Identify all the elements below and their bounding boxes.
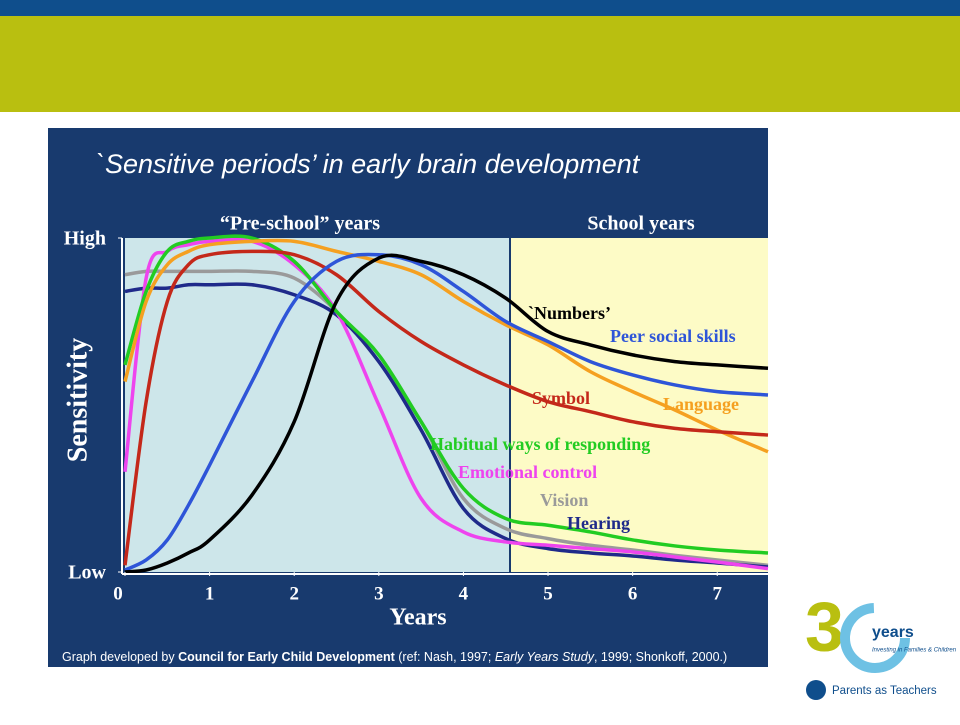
y-tick-label: High [64,228,106,250]
x-tick-label: 3 [374,583,384,604]
series-line [123,238,769,454]
series-line [123,237,769,571]
plot [123,234,769,574]
footer-part: Graph developed by [62,650,178,664]
series-label: Hearing [567,513,630,533]
x-axis-label: Years [389,605,446,631]
series-line [123,234,769,555]
logo-word: years [872,624,914,641]
x-tick-label: 2 [289,583,299,604]
x-tick-label: 7 [712,583,722,604]
logo-tagline: Investing in Families & Children [872,648,957,654]
x-tick-label: 5 [543,583,553,604]
series-label: `Numbers’ [528,303,611,323]
series-label: Emotional control [458,462,597,482]
top-bar [0,0,960,16]
region-label: School years [587,213,694,235]
chart-title: `Sensitive periods’ in early brain devel… [96,149,641,179]
series-line [124,282,769,569]
series-label: Symbol [532,388,590,408]
series-line [123,249,769,566]
x-tick-label: 1 [205,583,215,604]
y-tick-label: Low [68,562,106,584]
series-labels: Vision Hearing Emotional control Habitua… [430,303,739,533]
school-region [510,238,768,572]
series-label: Peer social skills [610,326,736,346]
footer-part: (ref: Nash, 1997; [395,650,495,664]
x-tick-label: 0 [113,583,123,604]
logo: 3 years Investing in Families & Children… [805,587,957,700]
x-tick-label: 4 [459,583,469,604]
logo-icon [806,680,826,700]
header-band [0,16,960,112]
footer: Graph developed by Council for Early Chi… [62,650,727,664]
series-label: Language [663,394,739,414]
series-label: Vision [540,490,588,510]
x-tick-label: 6 [628,583,638,604]
logo-number: 3 [805,587,844,665]
footer-part: , 1999; Shonkoff, 2000.) [594,650,727,664]
footer-part: Early Years Study [495,650,595,664]
logo-org: Parents as Teachers [832,685,937,697]
series-line [124,253,769,574]
logo-ring [840,603,910,673]
footer-part: Council for Early Child Development [178,650,396,664]
region-label: “Pre-school” years [220,213,380,235]
series-label: Habitual ways of responding [430,434,650,454]
y-axis-label: Sensitivity [62,338,93,462]
